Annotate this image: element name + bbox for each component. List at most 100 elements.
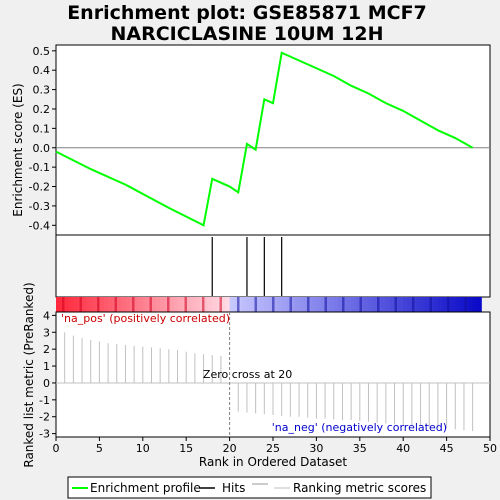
heatbar-cell (225, 297, 231, 312)
heatbar-cell (316, 297, 322, 312)
xtick-label: 20 (223, 442, 237, 455)
xtick-label: 30 (309, 442, 323, 455)
heatbar-cell (251, 297, 257, 312)
heatbar-cell (138, 297, 144, 312)
heatbar-cell (116, 297, 122, 312)
heatbar-cell (220, 297, 226, 312)
heatbar-cell (216, 297, 222, 312)
positive-correlation-label: 'na_pos' (positively correlated) (61, 312, 230, 325)
y-axis-label-metric: Ranked list metric (PreRanked) (22, 282, 36, 467)
es-ytick-label: 0.3 (33, 84, 51, 97)
legend-entry-hits: Hits (222, 481, 245, 495)
heatbar-cell (86, 297, 92, 312)
negative-correlation-label: 'na_neg' (negatively correlated) (272, 421, 447, 434)
es-ytick-label: 0.4 (33, 64, 51, 77)
chart-title-line2: NARCICLASINE 10UM 12H (111, 23, 384, 45)
heatbar-cell (125, 297, 131, 312)
heatbar-cell (277, 297, 283, 312)
heatbar-cell (416, 297, 422, 312)
heatbar-stripe (79, 297, 82, 312)
heatbar-stripe (289, 297, 292, 312)
xtick-label: 0 (53, 442, 60, 455)
xtick-label: 10 (136, 442, 150, 455)
heatbar-stripe (429, 297, 432, 312)
heatbar-cell (476, 297, 482, 312)
heatbar-cell (398, 297, 404, 312)
metric-panel-background (55, 311, 491, 438)
heatbar-cell (329, 297, 335, 312)
heatbar-stripe (359, 297, 362, 312)
heatbar-cell (82, 297, 87, 312)
xtick-label: 50 (483, 442, 497, 455)
heatbar-cell (420, 297, 426, 312)
heatbar-cell (121, 297, 126, 312)
heatbar-cell (437, 297, 443, 312)
legend-entry-metric: Ranking metric scores (293, 481, 426, 495)
x-axis: 0 5 10 15 20 25 30 35 40 45 50 (53, 437, 497, 455)
heatbar-cell (455, 297, 461, 312)
heatbar-stripe (167, 297, 170, 312)
heatbar-stripe (412, 297, 415, 312)
heatbar-cell (450, 297, 456, 312)
heatbar-cell (355, 297, 361, 312)
x-axis-label: Rank in Ordered Dataset (199, 455, 347, 469)
heatbar-stripe (272, 297, 275, 312)
es-ytick-label: -0.2 (29, 181, 50, 194)
heatbar-cell (351, 297, 356, 312)
heatbar-cell (268, 297, 274, 312)
heatbar-cell (194, 297, 200, 312)
xtick-label: 40 (396, 442, 410, 455)
heatbar-stripe (254, 297, 257, 312)
heatbar-cell (472, 297, 478, 312)
heatbar-cell (372, 297, 378, 312)
heatbar-stripe (377, 297, 380, 312)
heatbar-cell (173, 297, 179, 312)
heatbar-cell (303, 297, 309, 312)
es-ytick-label: 0.1 (33, 122, 51, 135)
metric-ytick-label: 3 (43, 326, 50, 339)
heatbar-cell (142, 297, 148, 312)
heatbar-stripe (114, 297, 117, 312)
heatbar-cell (364, 297, 369, 312)
y-axis-label-es: Enrichment score (ES) (11, 83, 25, 216)
heatbar-cell (242, 297, 248, 312)
heatbar-cell (342, 297, 348, 312)
heatbar-stripe (394, 297, 397, 312)
metric-ytick-label: 1 (43, 360, 50, 373)
chart-title-line1: Enrichment plot: GSE85871 MCF7 (67, 2, 427, 24)
heatbar-cell (433, 297, 439, 312)
heatbar-cell (424, 297, 430, 312)
metric-ytick-label: 0 (43, 377, 50, 390)
heatbar-cell (90, 297, 96, 312)
heatbar-cell (212, 297, 218, 312)
heatbar-cell (103, 297, 109, 312)
heatbar-cell (294, 297, 300, 312)
heatbar-stripe (237, 297, 240, 312)
heatbar-stripe (447, 297, 450, 312)
heatbar-cell (246, 297, 252, 312)
heatbar-cell (134, 297, 139, 312)
metric-ytick-label: -3 (39, 428, 50, 441)
heatbar-cell (320, 297, 326, 312)
heatbar-cell (99, 297, 105, 312)
heatbar-stripe (342, 297, 345, 312)
heatbar-cell (229, 297, 235, 312)
heatbar-stripe (202, 297, 205, 312)
es-ytick-label: 0.5 (33, 45, 51, 58)
heatbar-cell (459, 297, 465, 312)
heatbar-cell (359, 297, 365, 312)
heatbar-cell (346, 297, 352, 312)
heatbar-cell (381, 297, 387, 312)
ranked-list-heatbar (56, 297, 482, 312)
xtick-label: 15 (179, 442, 193, 455)
heatbar-stripe (307, 297, 310, 312)
heatbar-cell (390, 297, 396, 312)
es-ytick-label: 0.0 (33, 142, 51, 155)
es-ytick-label: -0.1 (29, 161, 50, 174)
metric-panel: -3 -2 -1 0 1 2 3 4 Zero cross at 20 'na_pos' (p… (39, 309, 491, 441)
heatbar-stripe (184, 297, 187, 312)
heatbar-cell (56, 297, 61, 312)
heatbar-cell (312, 297, 317, 312)
heatbar-cell (168, 297, 174, 312)
